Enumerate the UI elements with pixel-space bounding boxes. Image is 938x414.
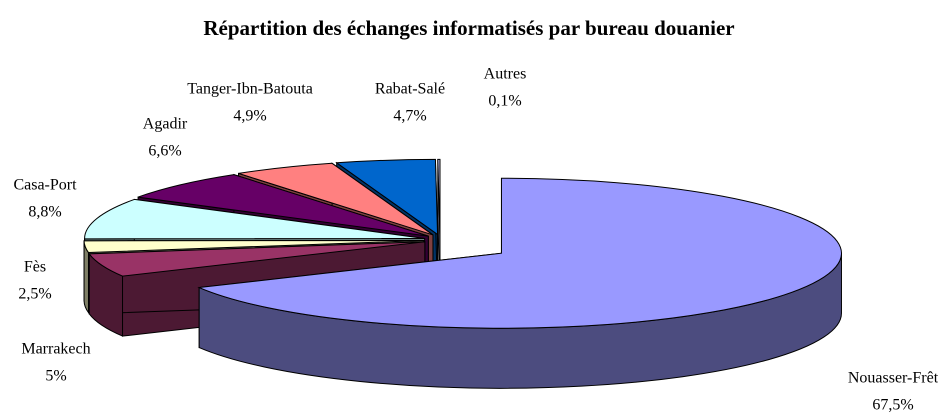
slice-value-label: 2,5% (18, 286, 51, 303)
slice-top (335, 158, 439, 236)
slice-label: Autres (484, 66, 527, 83)
slice-top (238, 162, 434, 236)
slice-label: Tanger-Ibn-Batouta (187, 81, 313, 98)
slice (197, 177, 842, 389)
chart-title: Répartition des échanges informatisés pa… (203, 16, 734, 40)
pie (83, 158, 842, 389)
slice-label: Nouasser-Frêt (848, 370, 938, 387)
slice-value-label: 8,8% (28, 204, 61, 221)
slice-top (84, 198, 425, 240)
slice-value-label: 67,5% (872, 397, 913, 414)
slice-top (83, 239, 425, 254)
slice-label: Agadir (143, 116, 188, 133)
slice-label: Rabat-Salé (375, 81, 445, 98)
slice-top (437, 158, 441, 235)
slice-value-label: 4,7% (393, 108, 426, 125)
slice-value-label: 5% (45, 368, 66, 385)
slice-label: Casa-Port (13, 177, 77, 194)
labels: Nouasser-Frêt 67,5% Marrakech 5% Fès 2,5% Casa… (13, 66, 938, 414)
slice-label: Marrakech (21, 341, 90, 358)
slice-top (88, 241, 425, 277)
slice-value-label: 6,6% (148, 143, 181, 160)
slice-value-label: 4,9% (233, 108, 266, 125)
slice-label: Fès (24, 259, 46, 276)
slice-top (197, 177, 842, 329)
slice-top (137, 174, 429, 237)
slice-value-label: 0,1% (488, 93, 521, 110)
